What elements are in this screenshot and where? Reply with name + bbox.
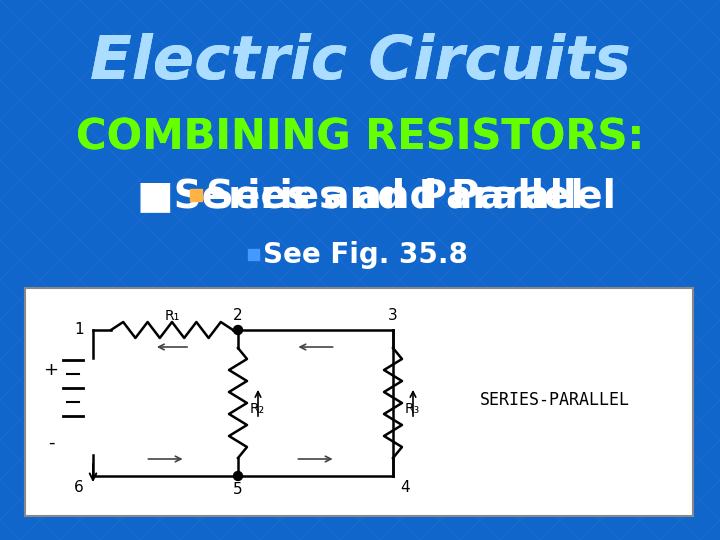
Text: 3: 3 [388,308,398,323]
Text: +: + [43,361,58,379]
Text: R₃: R₃ [405,402,420,416]
Text: COMBINING RESISTORS:: COMBINING RESISTORS: [76,117,644,159]
Text: 4: 4 [400,481,410,496]
Text: Series and Parallel: Series and Parallel [206,177,616,215]
Text: 5: 5 [233,483,243,497]
Bar [190,189,202,201]
Text: Electric Circuits: Electric Circuits [89,32,631,91]
Text: Electric Circuits: Electric Circuits [89,32,631,91]
Text: ■Series and Parallel: ■Series and Parallel [137,177,583,215]
Text: 6: 6 [74,481,84,496]
Text: -: - [48,434,54,452]
Text: R₁: R₁ [164,309,179,323]
Text: 1: 1 [74,322,84,338]
Text: See Fig. 35.8: See Fig. 35.8 [263,241,468,269]
Text: R₂: R₂ [250,402,265,416]
Circle shape [233,326,243,334]
Circle shape [233,471,243,481]
Text: COMBINING RESISTORS:: COMBINING RESISTORS: [76,117,644,159]
Text: SERIES-PARALLEL: SERIES-PARALLEL [480,391,630,409]
Bar [248,249,259,260]
Text: 2: 2 [233,308,243,323]
Bar [25,288,693,516]
